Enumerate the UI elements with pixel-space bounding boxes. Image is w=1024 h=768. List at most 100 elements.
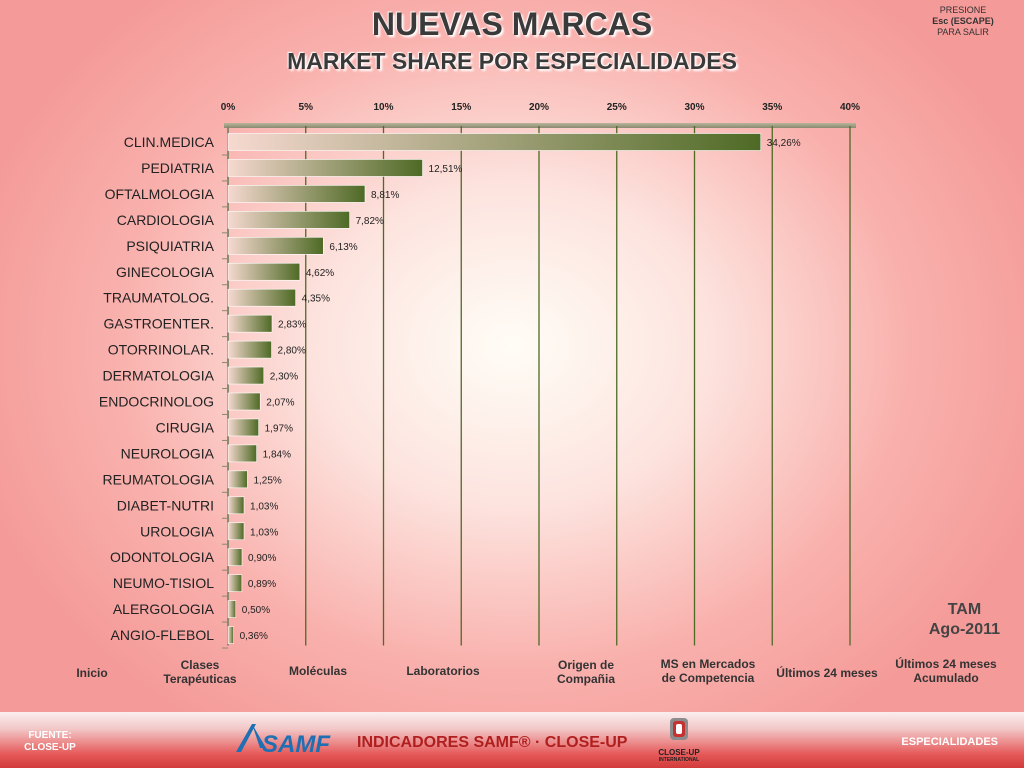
- bar: [227, 496, 245, 515]
- data-label: 1,25%: [253, 475, 281, 486]
- category-label: DIABET-NUTRI: [117, 497, 214, 513]
- category-label: DERMATOLOGIA: [102, 368, 214, 384]
- escape-hint-line2: Esc (ESCAPE): [932, 16, 994, 26]
- nav-inicio[interactable]: Inicio: [60, 666, 124, 680]
- escape-hint: PRESIONE Esc (ESCAPE) PARA SALIR: [918, 5, 1008, 38]
- source-note: FUENTE: CLOSE-UP: [18, 730, 82, 754]
- bar: [227, 522, 245, 541]
- bar: [227, 288, 296, 307]
- x-tick-label: 30%: [684, 102, 704, 113]
- bar: [227, 418, 259, 437]
- x-tick-label: 15%: [451, 102, 471, 113]
- category-label: NEUROLOGIA: [121, 445, 215, 461]
- bar: [227, 314, 273, 333]
- data-label: 1,03%: [250, 501, 278, 512]
- nav-moleculas[interactable]: Moléculas: [270, 664, 366, 678]
- bar: [227, 262, 301, 281]
- nav-ultimos-24-meses[interactable]: Últimos 24 meses: [770, 666, 884, 680]
- nav-clases-terapeuticas[interactable]: Clases Terapéuticas: [150, 658, 250, 686]
- bar: [227, 366, 265, 385]
- category-label: GINECOLOGIA: [116, 264, 215, 280]
- period-line1: TAM: [947, 601, 982, 618]
- x-tick-label: 10%: [373, 102, 393, 113]
- bar: [227, 600, 237, 618]
- x-tick-label: 5%: [299, 102, 314, 113]
- data-label: 0,89%: [248, 579, 276, 590]
- category-label: ANGIO-FLEBOL: [111, 627, 215, 643]
- especialidades-link[interactable]: ESPECIALIDADES: [901, 736, 998, 748]
- data-label: 4,35%: [302, 294, 330, 305]
- x-axis-line: [224, 123, 856, 128]
- data-label: 2,07%: [266, 398, 294, 409]
- samf-logo: SAMF: [236, 724, 331, 758]
- market-share-bar-chart: 0% 5% 10% 15% 20% 25% 30% 35% 40% CLIN.MEDICA 34,2…: [99, 102, 860, 649]
- nav-label: MS en Mercados: [660, 657, 756, 671]
- bar: [227, 444, 257, 463]
- bar: [227, 392, 261, 411]
- nav-label: Clases: [180, 658, 220, 672]
- category-label: OFTALMOLOGIA: [105, 186, 215, 202]
- data-label: 7,82%: [356, 216, 384, 227]
- bar: [227, 133, 762, 151]
- category-label: REUMATOLOGIA: [102, 471, 214, 487]
- nav-label: Inicio: [76, 666, 108, 680]
- period-line2: Ago-2011: [928, 621, 1000, 638]
- nav-laboratorios[interactable]: Laboratorios: [393, 664, 493, 678]
- data-label: 0,90%: [248, 553, 276, 564]
- data-label: 1,84%: [263, 449, 291, 460]
- category-label: GASTROENTER.: [104, 316, 214, 332]
- nav-label: Últimos 24 meses: [776, 666, 878, 680]
- bar: [227, 237, 324, 255]
- data-label: 2,83%: [278, 320, 306, 331]
- data-label: 1,97%: [265, 423, 293, 434]
- data-label: 6,13%: [329, 242, 357, 253]
- nav-label-2: Terapéuticas: [163, 672, 237, 686]
- x-tick-label: 25%: [607, 102, 627, 113]
- nav-ms-mercados-competencia[interactable]: MS en Mercados de Competencia: [648, 657, 768, 685]
- data-label: 0,50%: [242, 605, 270, 616]
- bar: [227, 340, 272, 359]
- category-label: ENDOCRINOLOG: [99, 394, 214, 410]
- closeup-logo-subtext: INTERNATIONAL: [658, 757, 700, 763]
- escape-hint-line1: PRESIONE: [939, 5, 987, 15]
- data-label: 0,36%: [240, 631, 268, 642]
- closeup-logo: CLOSE-UP INTERNATIONAL: [655, 717, 703, 763]
- category-label: PSIQUIATRIA: [126, 238, 214, 254]
- x-tick-label: 40%: [840, 102, 860, 113]
- closeup-emblem-icon: [670, 718, 688, 740]
- x-tick-label: 35%: [762, 102, 782, 113]
- nav-label: Laboratorios: [406, 664, 480, 678]
- bar: [227, 211, 350, 229]
- bar: [227, 185, 366, 203]
- chart-labels: 0% 5% 10% 15% 20% 25% 30% 35% 40% CLIN.MEDICA 34,2…: [99, 102, 860, 643]
- bar: [227, 159, 423, 177]
- page-subtitle: MARKET SHARE POR ESPECIALIDADES: [287, 48, 737, 74]
- samf-logo-text: SAMF: [262, 731, 331, 758]
- nav-label: Últimos 24 meses: [895, 657, 997, 671]
- bar: [227, 626, 234, 644]
- nav-label-2: Acumulado: [913, 671, 979, 685]
- category-label: CLIN.MEDICA: [124, 134, 215, 150]
- period-label: TAM Ago-2011: [929, 600, 1000, 640]
- nav-label: Origen de: [557, 658, 614, 672]
- category-label: ODONTOLOGIA: [110, 549, 215, 565]
- data-label: 2,30%: [270, 372, 298, 383]
- bottom-nav: Inicio Clases Terapéuticas Moléculas Lab…: [0, 656, 1024, 692]
- closeup-logo-text: CLOSE-UP: [658, 748, 700, 757]
- category-label: TRAUMATOLOG.: [103, 290, 214, 306]
- nav-ultimos-24-meses-acumulado[interactable]: Últimos 24 meses Acumulado: [888, 657, 1004, 685]
- page-title: NUEVAS MARCAS: [371, 6, 653, 42]
- source-line1: FUENTE:: [28, 730, 72, 741]
- category-label: UROLOGIA: [140, 523, 215, 539]
- source-line2: CLOSE-UP: [24, 742, 76, 753]
- category-label: CIRUGIA: [156, 419, 215, 435]
- nav-label: Moléculas: [288, 664, 348, 678]
- category-label: CARDIOLOGIA: [117, 212, 215, 228]
- nav-origen-compania[interactable]: Origen de Compañia: [536, 658, 636, 686]
- data-label: 8,81%: [371, 190, 399, 201]
- x-tick-label: 20%: [529, 102, 549, 113]
- category-label: OTORRINOLAR.: [108, 342, 214, 358]
- data-label: 1,03%: [250, 527, 278, 538]
- category-label: ALERGOLOGIA: [113, 601, 215, 617]
- data-label: 12,51%: [429, 164, 463, 175]
